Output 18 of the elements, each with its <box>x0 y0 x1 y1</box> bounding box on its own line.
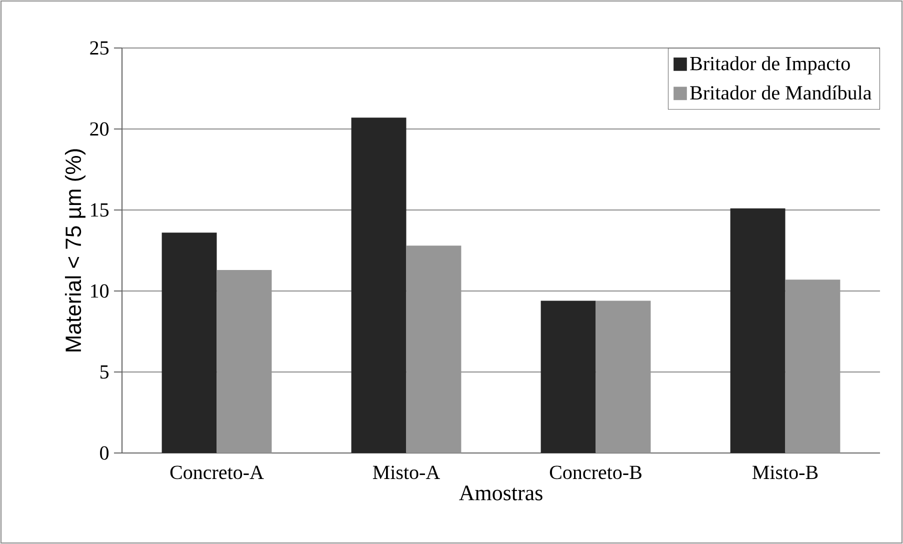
y-tick-label: 25 <box>90 41 109 55</box>
x-tick-label: Concreto-A <box>170 466 264 480</box>
bar <box>730 208 786 453</box>
bar <box>351 118 406 453</box>
y-tick-label: 15 <box>91 203 109 217</box>
y-tick-label: 10 <box>91 284 109 298</box>
x-tick-label: Concreto-B <box>550 466 642 480</box>
y-tick-label: 0 <box>100 446 109 460</box>
y-axis-title: Material < 75 µm (%) <box>64 149 86 352</box>
legend-label: Britador de Mandíbula <box>690 85 872 100</box>
y-tick-label: 20 <box>90 122 109 136</box>
y-tick-label: 5 <box>100 365 109 379</box>
x-tick-label: Misto-A <box>372 466 440 480</box>
bar <box>162 232 217 453</box>
x-tick-label: Misto-B <box>752 466 818 480</box>
legend-label: Britador de Impacto <box>690 56 850 74</box>
bar <box>540 300 596 453</box>
x-axis-title: Amostras <box>459 486 542 500</box>
